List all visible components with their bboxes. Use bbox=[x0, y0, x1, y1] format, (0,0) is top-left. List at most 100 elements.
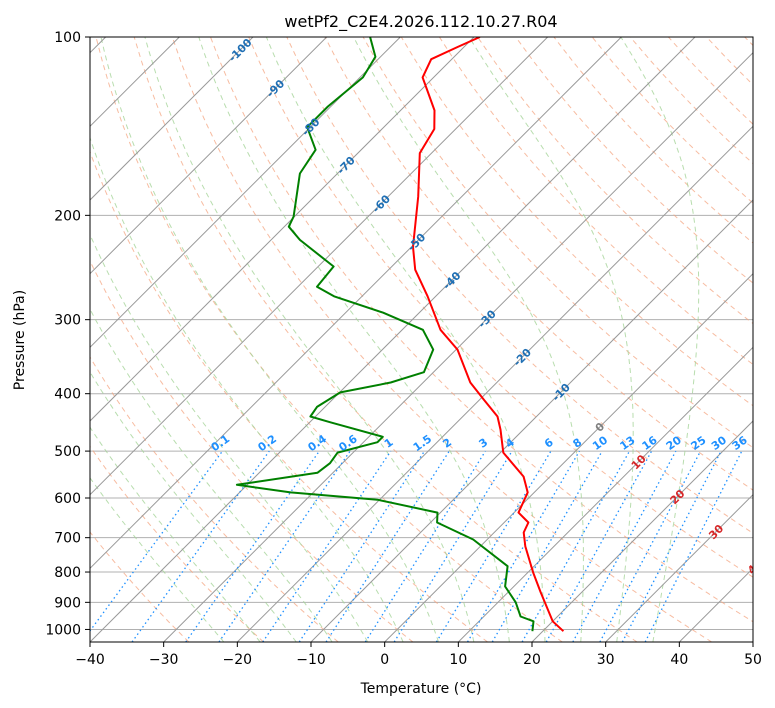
y-tick-label: 100 bbox=[54, 30, 81, 46]
dry-adiabat bbox=[477, 37, 753, 325]
x-tick-label: 30 bbox=[597, 652, 615, 668]
dry-adiabat bbox=[553, 37, 753, 244]
mixing-ratio-line bbox=[435, 450, 552, 642]
dry-adiabat bbox=[90, 356, 339, 642]
mixing-ratio-label: 2 bbox=[440, 436, 454, 451]
mixing-ratio-label: 6 bbox=[542, 436, 556, 451]
isotherm bbox=[678, 567, 753, 642]
mixing-ratio-line bbox=[466, 450, 580, 642]
dry-adiabat bbox=[248, 37, 753, 578]
x-tick-label: 10 bbox=[449, 652, 467, 668]
moist-adiabat bbox=[144, 37, 475, 642]
isotherm bbox=[457, 346, 753, 642]
axes: −40 −30 −20 −10 0 10 20 30 40 50 100 200 300 400 500 60… bbox=[45, 30, 762, 668]
dry-adiabat bbox=[133, 37, 638, 642]
moist-adiabat bbox=[90, 370, 297, 642]
moist-adiabat bbox=[90, 476, 225, 642]
x-tick-label: −10 bbox=[296, 652, 326, 668]
isotherm bbox=[90, 37, 549, 496]
mixing-ratio-line bbox=[325, 450, 450, 642]
isotherm bbox=[605, 493, 753, 642]
mixing-ratio-line bbox=[599, 450, 702, 642]
y-tick-label: 900 bbox=[54, 595, 81, 611]
isotherm bbox=[236, 125, 753, 642]
mixing-ratio-line bbox=[572, 450, 677, 642]
moist-adiabat bbox=[468, 37, 634, 642]
x-tick-label: 20 bbox=[523, 652, 541, 668]
dry-adiabat bbox=[171, 37, 712, 642]
x-tick-label: −30 bbox=[149, 652, 179, 668]
y-tick-label: 200 bbox=[54, 208, 81, 224]
mixing-ratio-line bbox=[262, 450, 392, 642]
line-labels: 0.1 0.2 0.4 0.6 1 1.5 2 3 4 6 8 10 13 16 20 25 30 36-100-… bbox=[209, 36, 765, 577]
dry-adiabat bbox=[515, 37, 753, 284]
isotherm bbox=[90, 37, 328, 275]
x-axis-label: Temperature (°C) bbox=[360, 681, 482, 697]
x-tick-label: 40 bbox=[670, 652, 688, 668]
mixing-ratio-label: 3 bbox=[477, 436, 491, 451]
mixing-ratio-label: 25 bbox=[689, 434, 709, 453]
isotherm bbox=[90, 37, 696, 642]
isotherm bbox=[310, 199, 753, 642]
mixing-ratio-line bbox=[644, 450, 743, 642]
dry-adiabat bbox=[591, 37, 753, 204]
dry-adiabat bbox=[400, 37, 753, 407]
dry-adiabat bbox=[706, 37, 753, 86]
mixing-ratio-label: 36 bbox=[730, 433, 750, 453]
dry-adiabat bbox=[210, 37, 753, 623]
mixing-ratio-label: 20 bbox=[664, 433, 684, 453]
mixing-ratio-line bbox=[364, 450, 486, 642]
isotherm-label: -20 bbox=[511, 346, 534, 369]
mixing-ratio-line bbox=[491, 450, 603, 642]
y-tick-label: 800 bbox=[54, 565, 81, 581]
y-tick-label: 700 bbox=[54, 531, 81, 547]
mixing-ratio-label: 1 bbox=[382, 436, 396, 451]
moist-adiabat bbox=[620, 37, 700, 642]
dry-adiabat bbox=[668, 37, 753, 125]
y-tick-label: 300 bbox=[54, 313, 81, 329]
mixing-ratio-line bbox=[393, 450, 513, 642]
mixing-ratio-line bbox=[298, 450, 425, 642]
y-tick-label: 600 bbox=[54, 491, 81, 507]
isotherm bbox=[384, 272, 753, 642]
isotherm bbox=[90, 37, 254, 201]
mixing-ratio-label: 16 bbox=[640, 433, 660, 453]
dry-adiabat bbox=[90, 259, 414, 642]
x-tick-label: −40 bbox=[75, 652, 105, 668]
mixing-ratio-line bbox=[521, 450, 631, 642]
isotherm bbox=[90, 37, 401, 349]
isotherm-label: 40 bbox=[745, 557, 765, 577]
y-tick-label: 500 bbox=[54, 444, 81, 460]
mixing-ratio-label: 30 bbox=[709, 433, 729, 453]
dry-adiabat bbox=[90, 445, 264, 642]
mixing-ratio-label: 13 bbox=[617, 434, 637, 453]
y-tick-label: 400 bbox=[54, 387, 81, 403]
plot-frame bbox=[89, 36, 754, 643]
dry-adiabat bbox=[744, 37, 753, 47]
chart-title: wetPf2_C2E4.2026.112.10.27.R04 bbox=[284, 12, 557, 32]
x-tick-label: 50 bbox=[744, 652, 762, 668]
mixing-ratio-line bbox=[131, 450, 270, 642]
mixing-ratio-label: 8 bbox=[571, 436, 585, 451]
dry-adiabat bbox=[95, 37, 563, 642]
x-tick-label: −20 bbox=[223, 652, 253, 668]
isotherm bbox=[90, 37, 622, 570]
moist-adiabat bbox=[353, 37, 584, 642]
dry-adiabat bbox=[90, 150, 488, 642]
moist-adiabat bbox=[90, 426, 261, 642]
moist-adiabat bbox=[90, 136, 404, 642]
dry-adiabat bbox=[90, 531, 190, 642]
x-tick-label: 0 bbox=[380, 652, 389, 668]
profile-curves bbox=[235, 37, 565, 632]
isotherm bbox=[531, 420, 753, 642]
mixing-ratio-line bbox=[545, 450, 653, 642]
isotherm bbox=[90, 37, 475, 422]
moist-adiabat bbox=[90, 308, 333, 642]
isotherm bbox=[163, 51, 753, 642]
background-lines bbox=[90, 37, 753, 642]
dewpoint-line bbox=[235, 37, 535, 632]
isotherm-label: -100 bbox=[226, 36, 255, 65]
temperature-line bbox=[412, 37, 565, 632]
isotherm bbox=[752, 641, 753, 642]
